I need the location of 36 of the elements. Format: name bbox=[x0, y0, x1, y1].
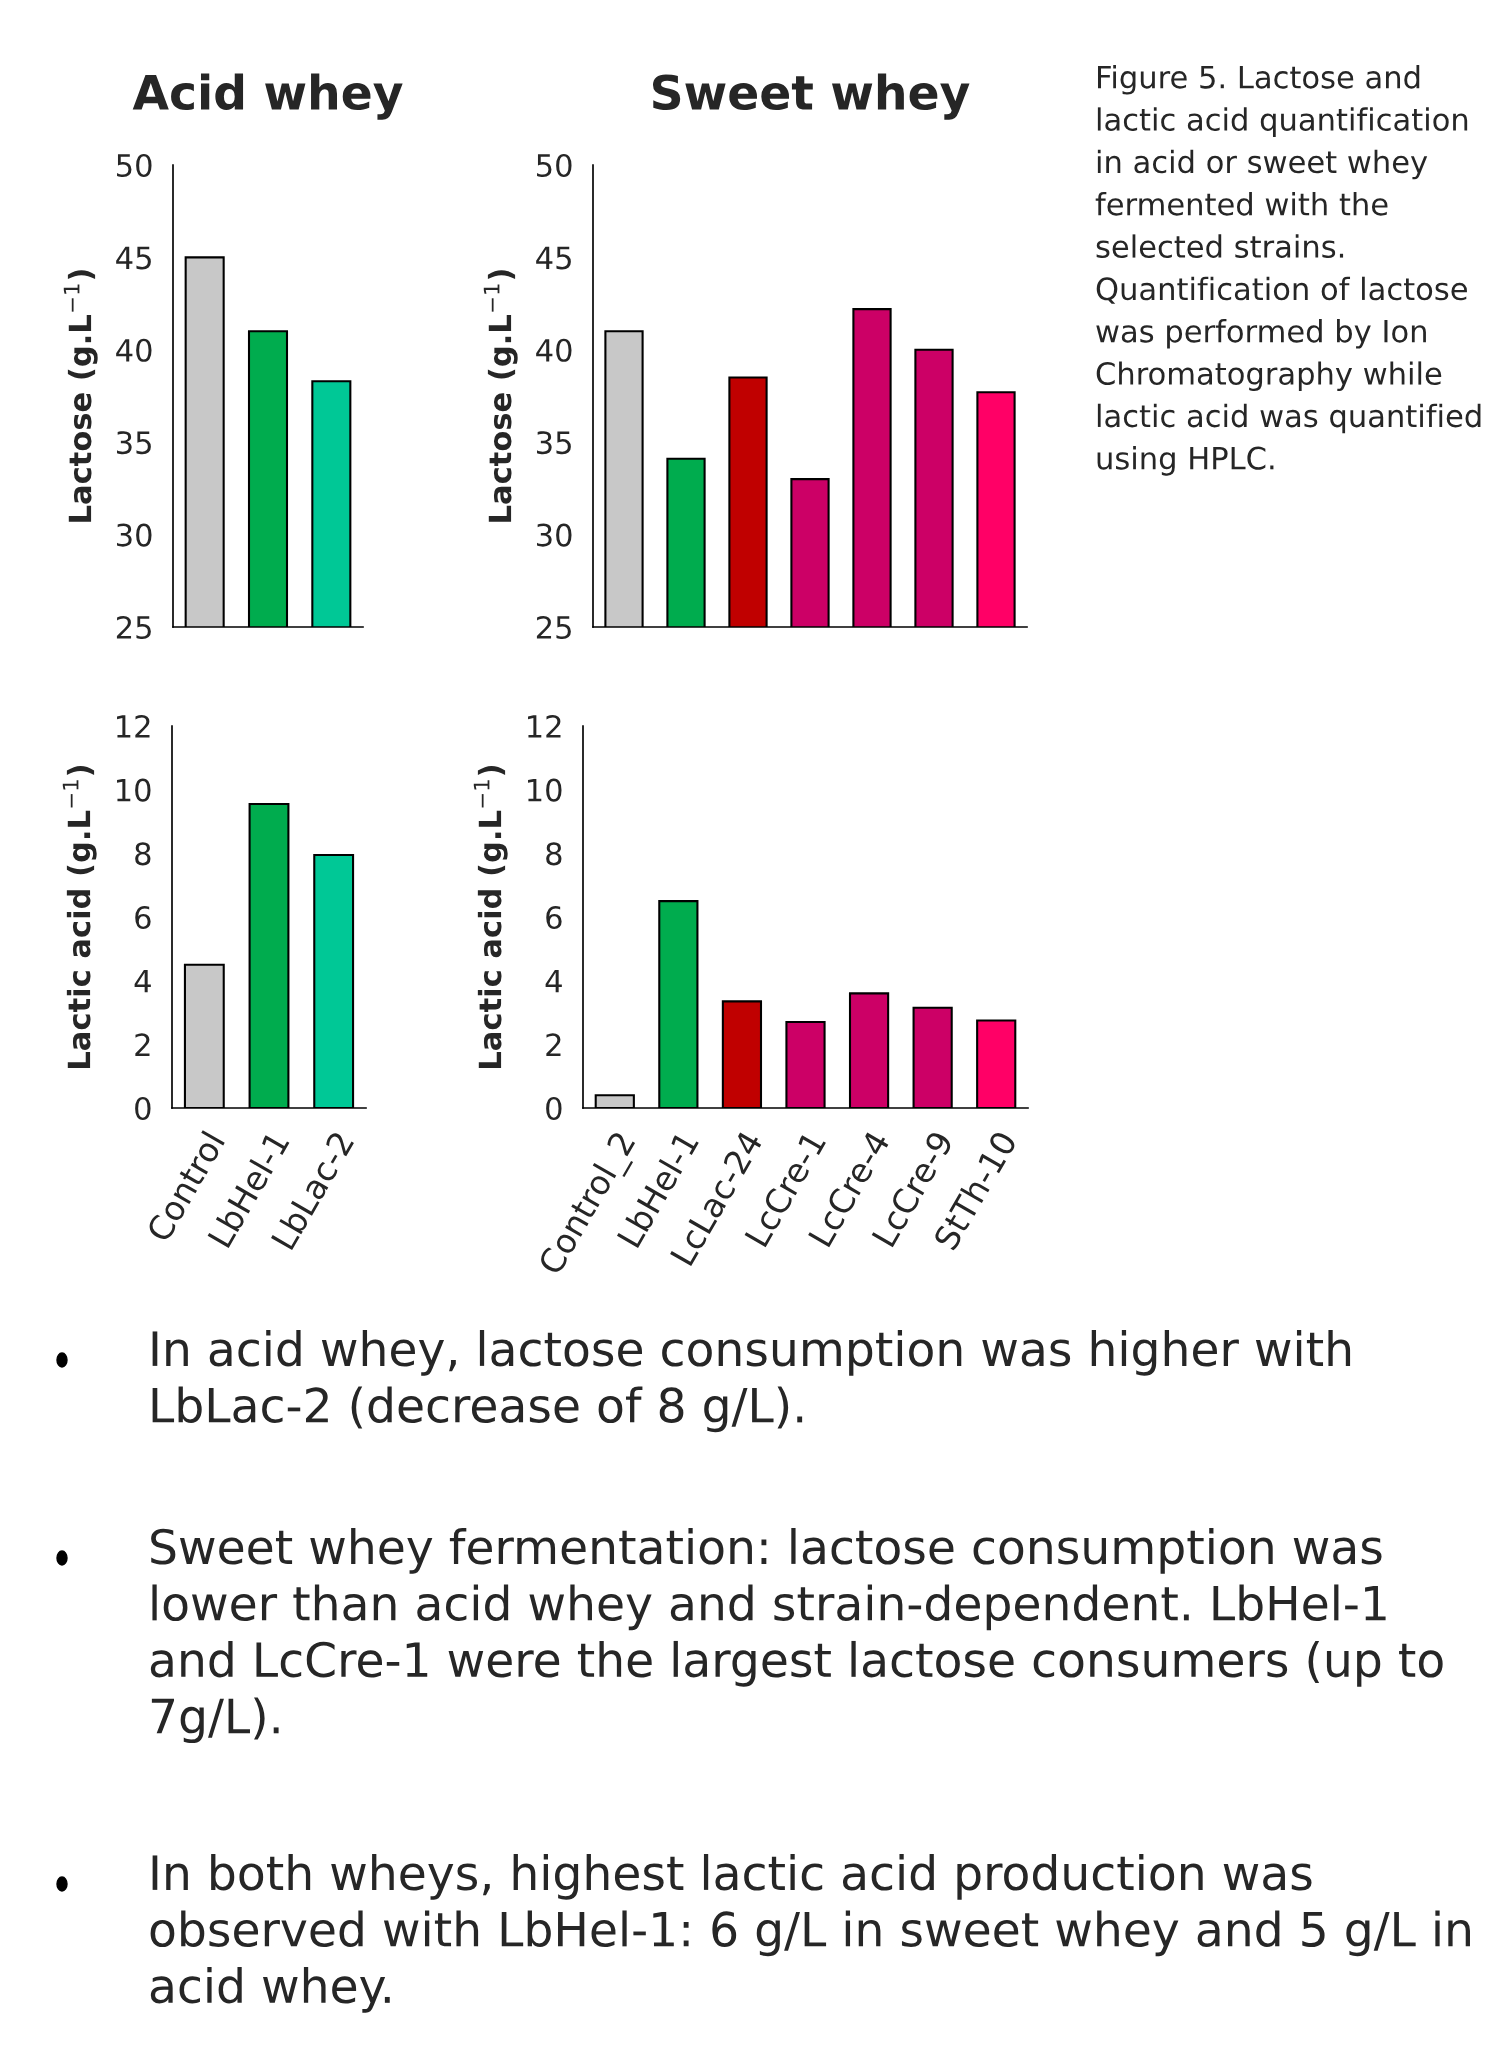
y-tick-label: 12 bbox=[528, 714, 561, 738]
y-tick-label: 6 bbox=[546, 905, 562, 930]
y-tick-label: 2 bbox=[135, 1033, 150, 1056]
text: Sweet whey fermentation: lactose consumption was lower than acid whey and strain-dependent. LbHel-1 and LcCre-1 were the largest lactose consumers (up to 7g/L). bbox=[150, 1528, 1443, 1744]
y-tick-label: 50 bbox=[117, 153, 152, 178]
y-tick-label: 0 bbox=[135, 1096, 151, 1121]
y-tick-label: 12 bbox=[117, 714, 150, 738]
y-tick-label: 35 bbox=[537, 431, 571, 455]
text: In acid whey, lactose consumption was higher with LbLac-2 (decrease of 8 g/L). bbox=[152, 1330, 1351, 1433]
y-tick-label: 30 bbox=[537, 523, 572, 547]
y-tick-label: 40 bbox=[116, 338, 152, 362]
y-tick-label: 8 bbox=[546, 842, 562, 866]
y-tick-label: 25 bbox=[116, 615, 151, 640]
y-axis-title: Lactose (g.L$^{−1}$) bbox=[63, 270, 98, 522]
y-tick-label: 10 bbox=[117, 778, 151, 802]
y-tick-label: 50 bbox=[537, 153, 572, 178]
y-tick-label: 45 bbox=[116, 246, 151, 270]
chart-title: Sweet whey bbox=[653, 73, 970, 120]
y-tick-label: 6 bbox=[135, 905, 151, 930]
y-tick-label: 4 bbox=[134, 970, 151, 993]
y-tick-label: 2 bbox=[546, 1033, 561, 1056]
y-tick-label: 30 bbox=[117, 523, 152, 547]
text: In both wheys, highest lactic acid production was observed with LbHel-1: 6 g/L in sweet whey and 5 g/L in acid whey. bbox=[150, 1854, 1470, 2013]
y-tick-label: 35 bbox=[117, 431, 151, 455]
y-tick-label: 25 bbox=[536, 615, 571, 640]
y-tick-label: 4 bbox=[545, 970, 562, 993]
chart-title: Acid whey bbox=[132, 73, 403, 120]
y-axis-title: Lactic acid (g.L$^{−1}$) bbox=[473, 766, 508, 1068]
y-tick-label: 8 bbox=[135, 842, 151, 866]
y-axis-title: Lactic acid (g.L$^{−1}$) bbox=[62, 766, 97, 1068]
y-axis-title: Lactose (g.L$^{−1}$) bbox=[483, 270, 518, 522]
text: Figure 5. Lactose and lactic acid quantification in acid or sweet whey fermented with the selected strains. Quantification of lactose was performed by Ion Chromatography while lactic acid was quantified using HPLC. bbox=[1095, 65, 1481, 476]
y-tick-label: 0 bbox=[546, 1096, 562, 1121]
y-tick-label: 10 bbox=[528, 778, 562, 802]
y-tick-label: 40 bbox=[536, 338, 572, 362]
y-tick-label: 45 bbox=[536, 246, 571, 270]
